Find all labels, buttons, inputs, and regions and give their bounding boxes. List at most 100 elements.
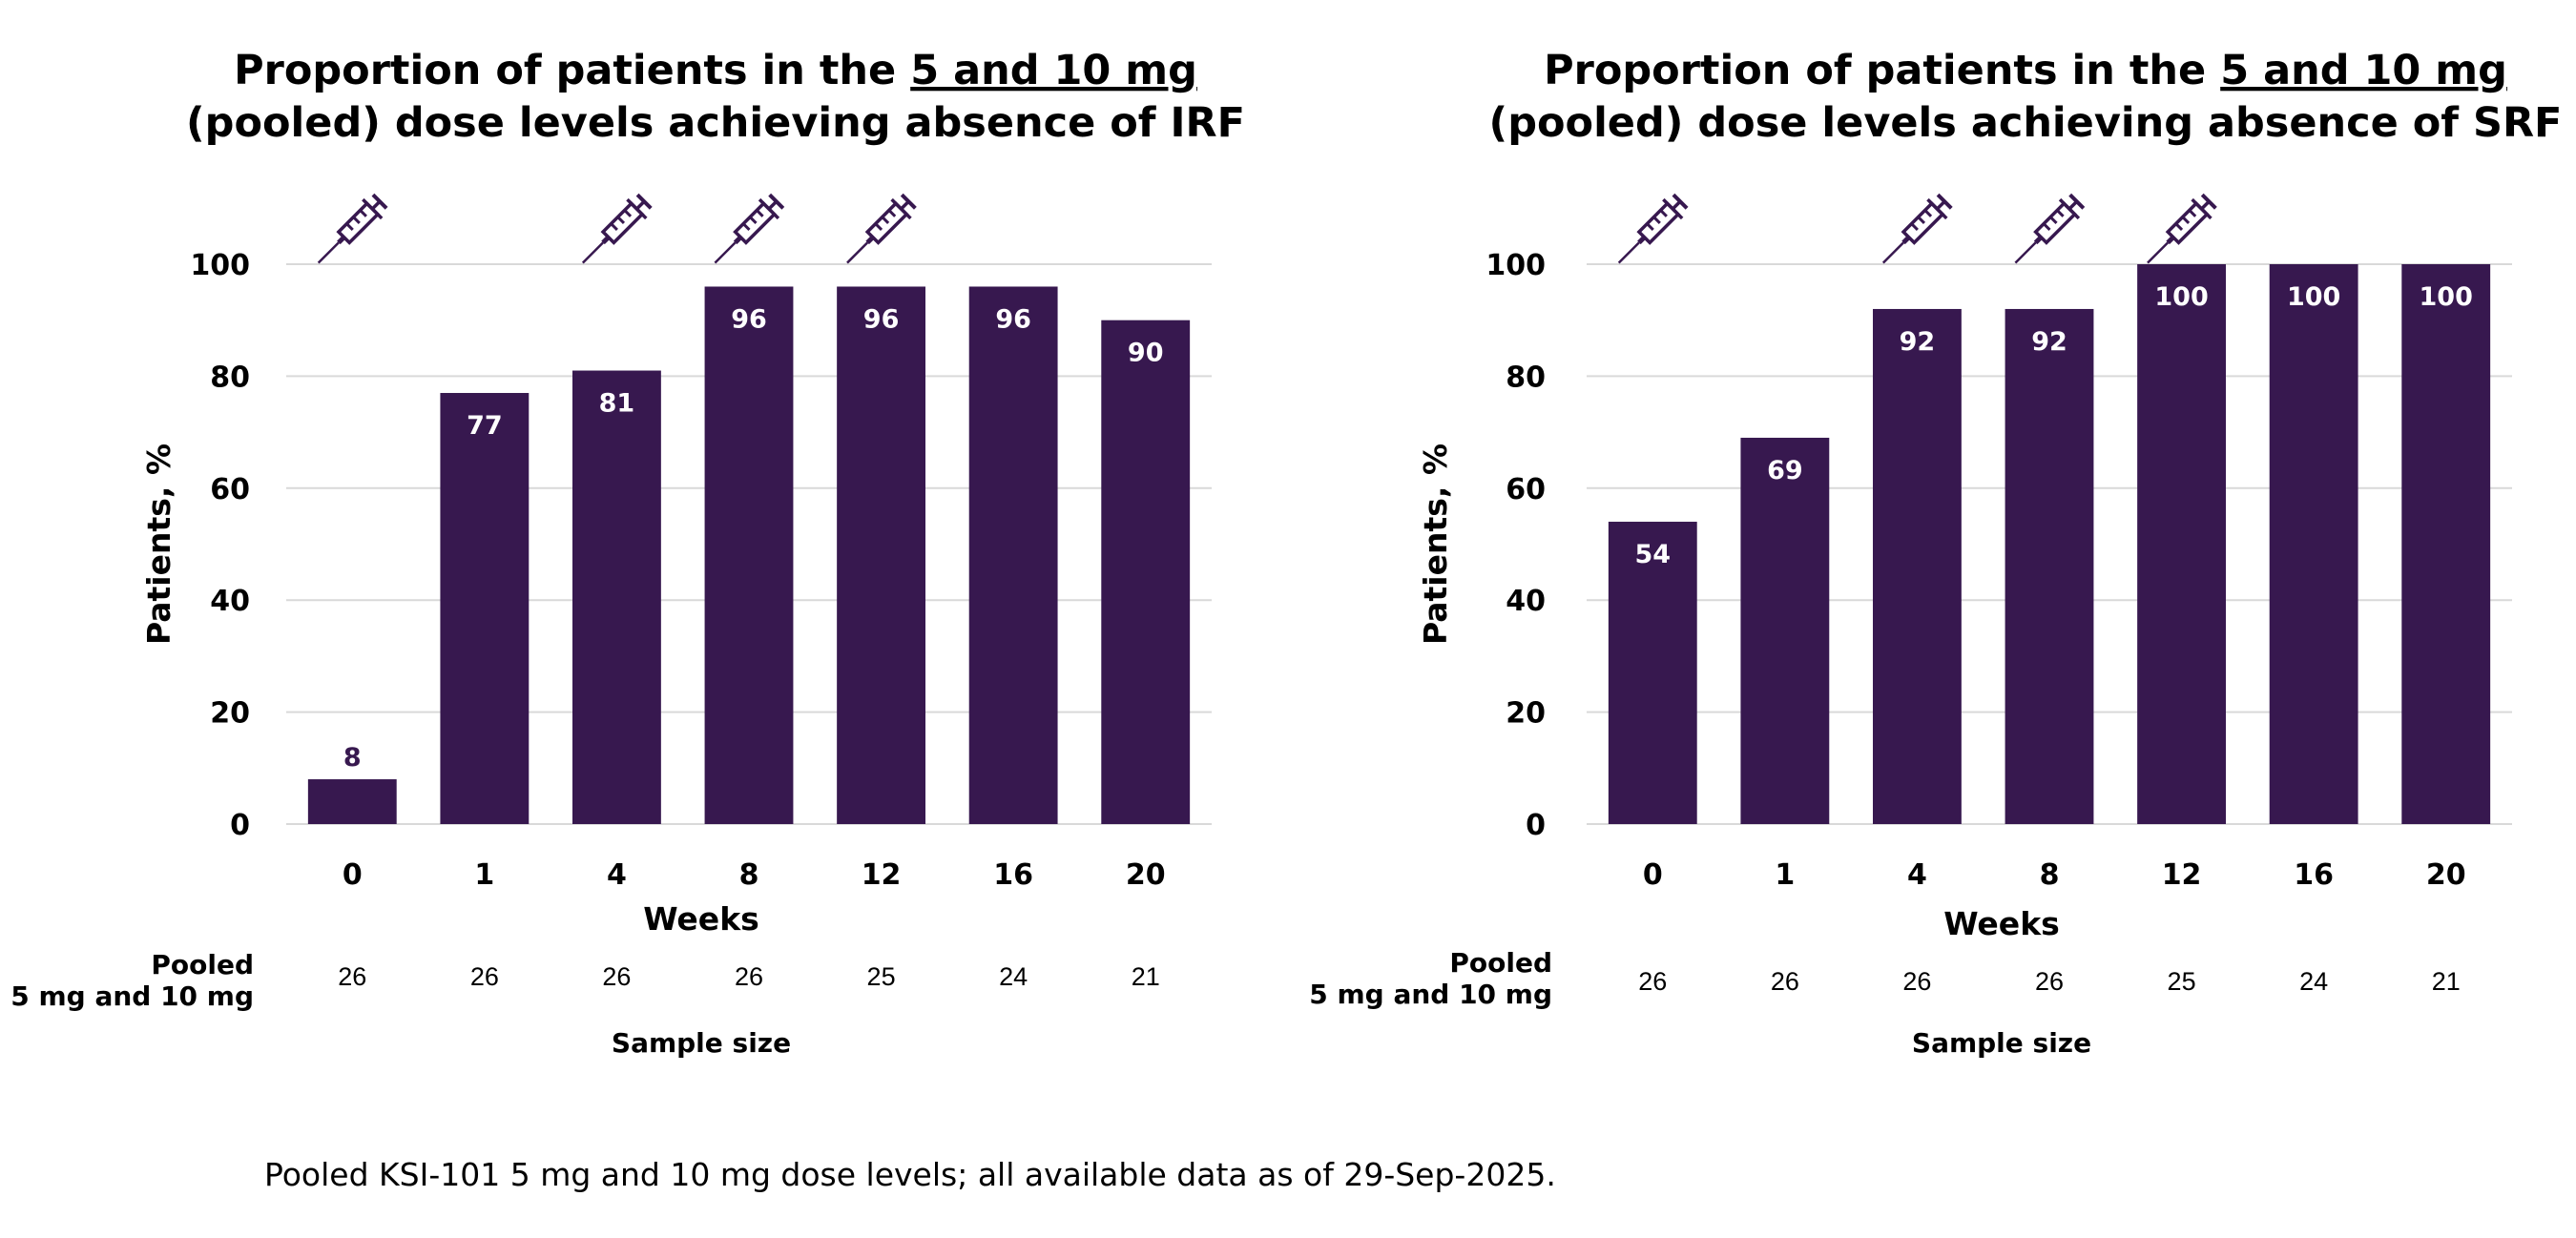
syringe-needle — [1881, 241, 1904, 264]
sample-size-label: Sample size — [612, 1027, 791, 1059]
bar — [1101, 320, 1191, 824]
srf-chart-title-line1: Proportion of patients in the 5 and 10 m… — [1544, 47, 2507, 94]
y-tick-label: 40 — [210, 585, 250, 618]
bar-value-label: 100 — [2154, 282, 2208, 312]
y-tick-label: 60 — [1506, 473, 1546, 506]
syringe-mark — [887, 209, 897, 217]
syringe-needle — [1617, 241, 1640, 264]
sample-size-value: 26 — [1902, 967, 1931, 996]
syringe-flange — [2058, 197, 2081, 220]
x-tick-label: 1 — [474, 858, 494, 892]
sample-size-label: Sample size — [1912, 1027, 2091, 1059]
syringe-mark — [345, 222, 354, 232]
syringe-flange — [362, 197, 384, 220]
syringe-hub — [337, 235, 346, 245]
syringe-mark — [756, 209, 764, 217]
y-tick-label: 0 — [230, 809, 250, 842]
x-tick-label: 0 — [1643, 858, 1663, 892]
sample-size-value: 25 — [2168, 967, 2196, 996]
syringe-icon — [846, 193, 917, 264]
pooled-label-line1: Pooled — [1449, 947, 1552, 979]
bar-value-label: 77 — [467, 411, 503, 441]
syringe-mark — [623, 209, 633, 217]
syringe-mark — [2049, 216, 2058, 224]
bar-value-label: 92 — [2031, 327, 2067, 357]
bar — [1608, 522, 1697, 824]
sample-size-value: 25 — [867, 962, 896, 991]
irf-title-dose: 5 and 10 mg — [910, 47, 1197, 94]
syringe-plunger-handle — [2200, 193, 2217, 210]
bar — [1740, 437, 1830, 824]
sample-size-value: 24 — [999, 962, 1028, 991]
syringe-plunger-handle — [635, 193, 653, 210]
x-tick-label: 20 — [1126, 858, 1166, 892]
syringe-needle — [714, 241, 737, 264]
irf-title-part1: Proportion of patients in the — [234, 47, 910, 94]
bar-value-label: 90 — [1128, 339, 1164, 368]
bar-value-label: 96 — [731, 304, 767, 334]
sample-size-value: 26 — [470, 962, 499, 991]
bar — [2401, 264, 2491, 824]
syringe-mark — [1917, 216, 1926, 224]
bar-value-label: 100 — [2287, 282, 2340, 312]
syringe-mark — [1910, 222, 1919, 232]
syringe-plunger-handle — [900, 193, 917, 210]
x-axis-label: Weeks — [643, 900, 759, 938]
y-tick-label: 0 — [1526, 809, 1546, 842]
syringe-hub — [601, 235, 611, 245]
bar-value-label: 96 — [995, 304, 1031, 334]
syringe-mark — [1923, 209, 1933, 217]
bar — [572, 370, 661, 824]
syringe-plunger-handle — [1936, 193, 1953, 210]
irf-chart: Proportion of patients in the 5 and 10 m… — [10, 47, 1245, 1059]
syringe-flange — [2191, 197, 2212, 220]
bar-value-label: 100 — [2420, 282, 2473, 312]
x-tick-label: 8 — [2040, 858, 2060, 892]
syringe-mark — [1652, 216, 1661, 224]
x-tick-label: 12 — [862, 858, 902, 892]
syringe-hub — [2033, 235, 2044, 245]
pooled-label-line2: 5 mg and 10 mg — [10, 980, 254, 1012]
syringe-icon — [1617, 193, 1689, 264]
x-tick-label: 4 — [607, 858, 627, 892]
bar — [2137, 264, 2226, 824]
syringe-mark — [359, 209, 367, 217]
syringe-needle — [581, 241, 604, 264]
y-tick-label: 80 — [1506, 361, 1546, 394]
syringe-flange — [758, 197, 780, 220]
footnote: Pooled KSI-101 5 mg and 10 mg dose level… — [264, 1156, 1556, 1193]
syringe-mark — [2181, 216, 2191, 224]
bar — [837, 286, 925, 825]
sample-size-value: 26 — [1771, 967, 1799, 996]
syringe-mark — [1646, 222, 1654, 232]
syringe-icon — [1881, 193, 1953, 264]
bar-value-label: 8 — [343, 743, 362, 773]
bar — [2269, 264, 2358, 824]
syringe-flange — [626, 197, 648, 220]
syringe-mark — [2188, 209, 2197, 217]
y-tick-label: 40 — [1506, 585, 1546, 618]
y-tick-label: 80 — [210, 361, 250, 394]
pooled-label-line2: 5 mg and 10 mg — [1309, 979, 1552, 1010]
x-tick-label: 12 — [2162, 858, 2202, 892]
sample-size-value: 26 — [735, 962, 763, 991]
syringe-flange — [1926, 197, 1948, 220]
syringe-mark — [610, 222, 618, 232]
y-axis-label: Patients, % — [1417, 444, 1454, 645]
syringe-hub — [733, 235, 743, 245]
bar — [2005, 308, 2094, 825]
syringe-mark — [2056, 209, 2065, 217]
srf-chart-title-line2: (pooled) dose levels achieving absence o… — [1489, 99, 2563, 147]
bar-value-label: 96 — [863, 304, 900, 334]
bar — [704, 286, 794, 825]
srf-chart: Proportion of patients in the 5 and 10 m… — [1309, 47, 2563, 1059]
syringe-plunger-handle — [371, 193, 388, 210]
bar-value-label: 69 — [1767, 456, 1803, 485]
sample-size-value: 26 — [1638, 967, 1667, 996]
syringe-icon — [2147, 193, 2217, 264]
syringe-mark — [2043, 222, 2051, 232]
x-tick-label: 8 — [739, 858, 759, 892]
sample-size-value: 21 — [2432, 967, 2461, 996]
syringe-icon — [714, 193, 785, 264]
